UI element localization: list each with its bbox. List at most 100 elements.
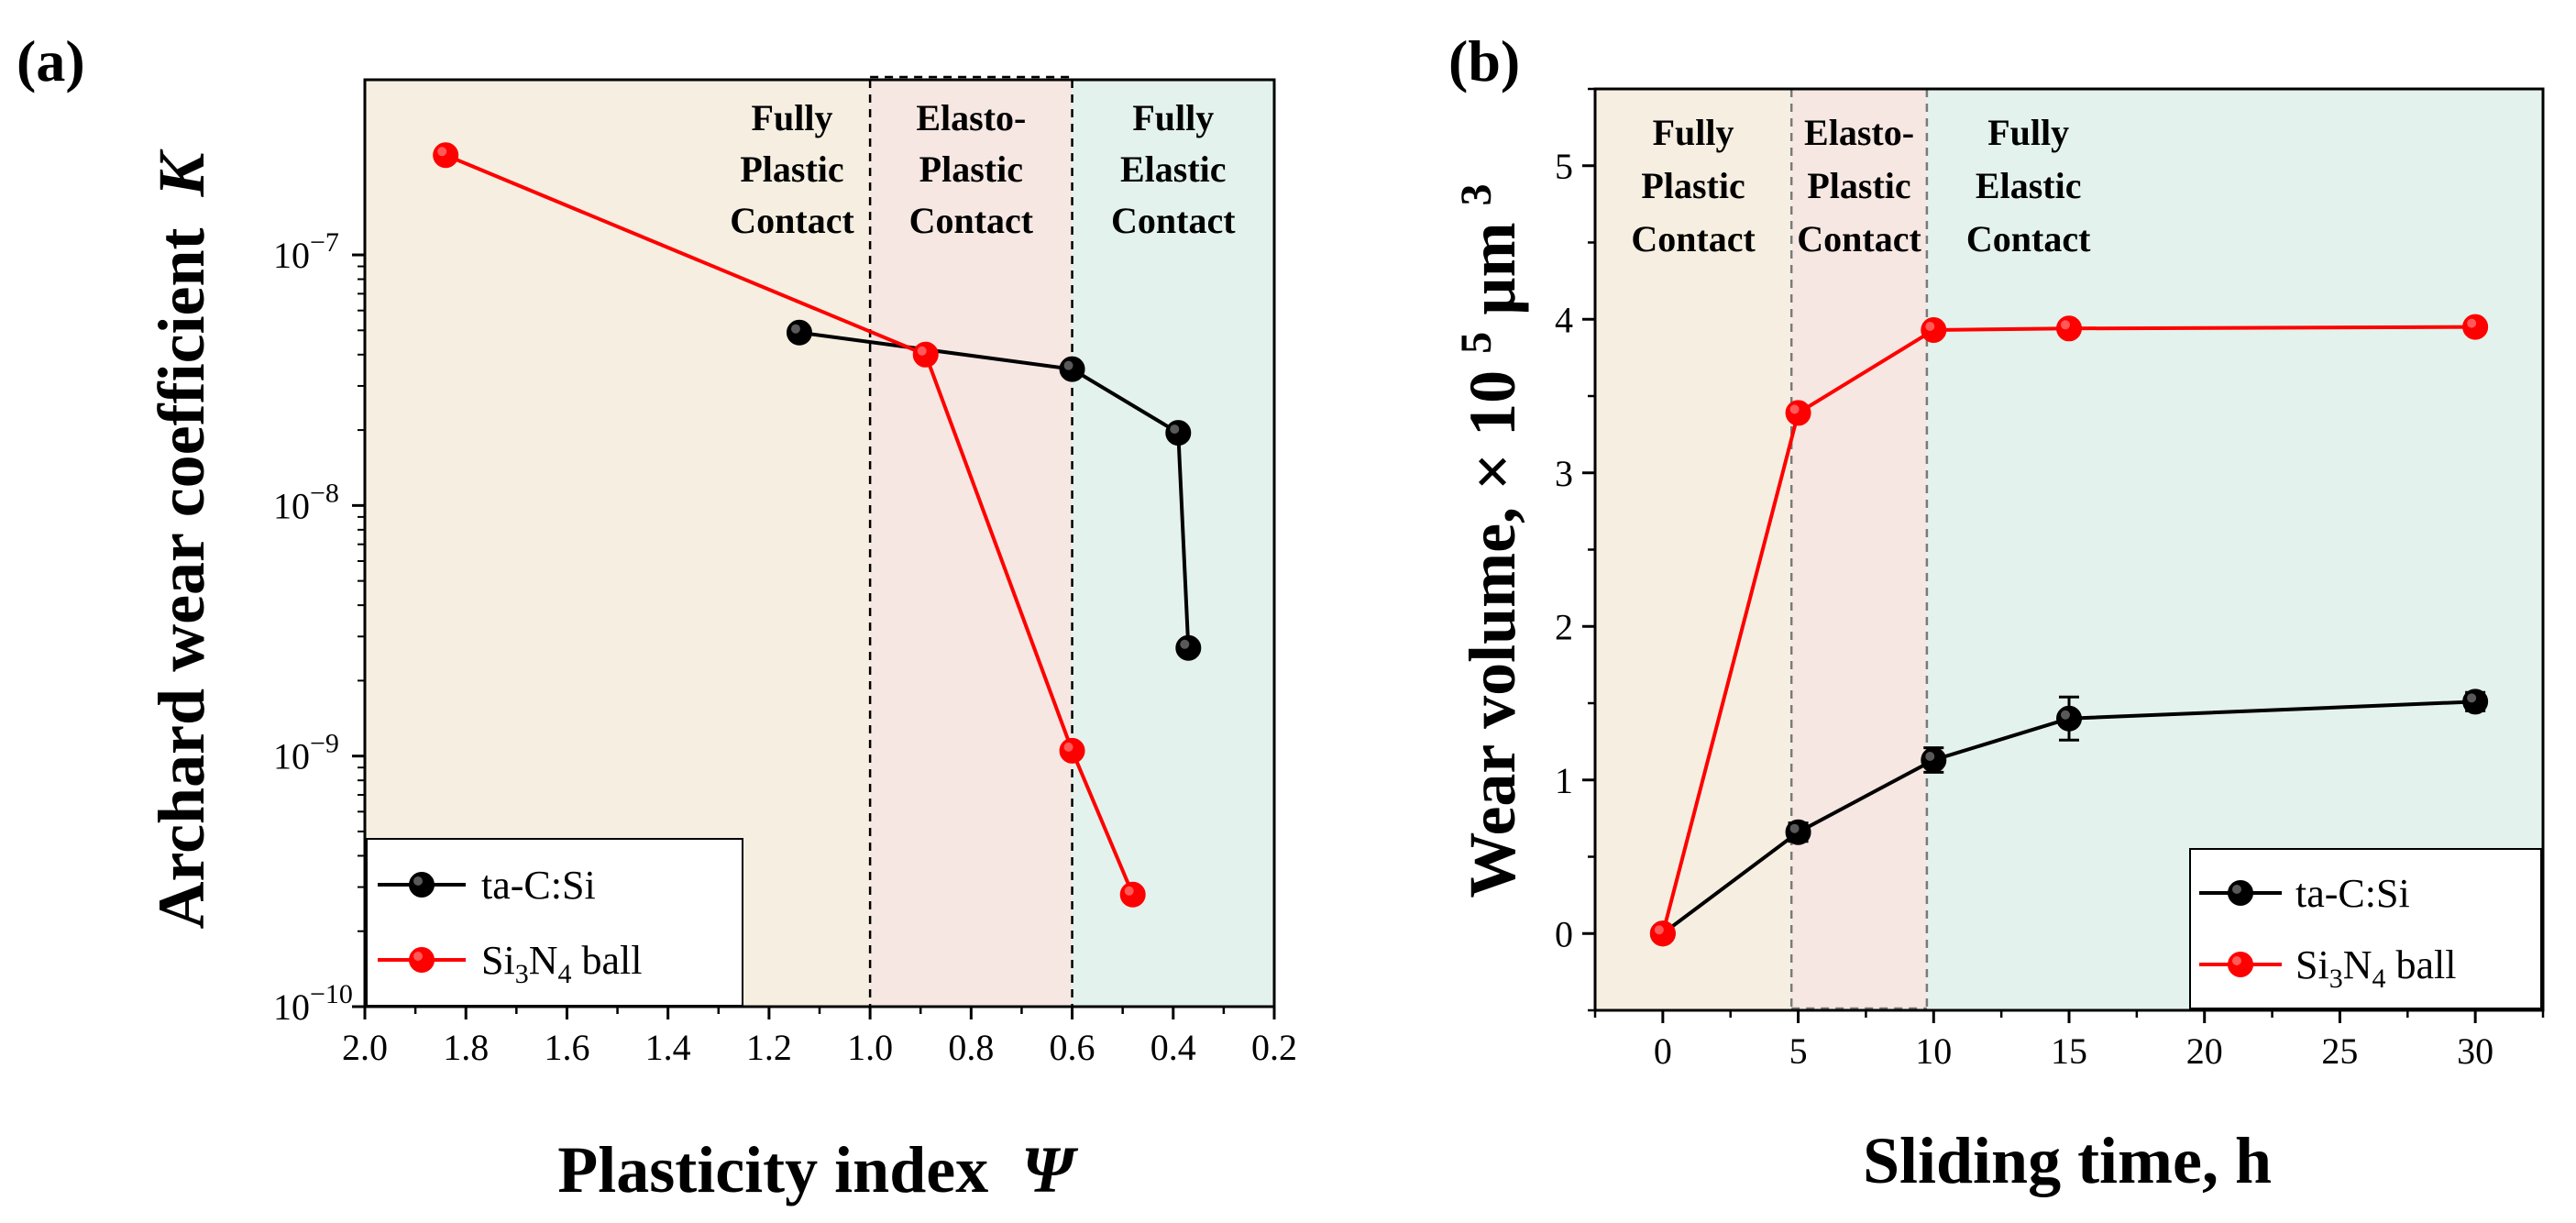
panel-b-data-point xyxy=(1785,400,1811,426)
panel-b-legend-label-part: N xyxy=(2343,942,2372,987)
panel-b-y-axis-title-unit: µm xyxy=(1456,222,1529,314)
panel-a-legend-item-0: ta-C:Si xyxy=(378,863,596,908)
panel-a-legend: ta-C:Si Si3N4 ball xyxy=(366,838,743,1007)
panel-b-legend-label: ta-C:Si xyxy=(2295,871,2410,916)
panel-a-region-1 xyxy=(870,80,1073,1007)
panel-b-label: (b) xyxy=(1448,28,1520,94)
panel-a-series-1 xyxy=(433,142,1146,908)
panel-a-region-label-line: Fully xyxy=(1132,97,1214,138)
panel-a-region-2 xyxy=(1072,80,1274,1007)
panel-b-x-tick-label: 30 xyxy=(2457,1030,2493,1072)
panel-b-legend-label-part: ball xyxy=(2385,942,2456,987)
panel-a-axes: 2.0 1.8 1.6 1.4 1.2 1.0 0.8 0.6 0.4 0.210−710−810… xyxy=(273,78,1297,1068)
panel-b-y-tick-label: 4 xyxy=(1555,299,1573,340)
panel-a-region-label-line: Plastic xyxy=(740,149,843,190)
panel-b-region-label-2: Fully Elastic Contact xyxy=(1966,112,2091,259)
panel-b-region-1 xyxy=(1791,89,1927,1010)
panel-b-legend-marker xyxy=(2228,880,2253,906)
panel-a-legend-label-part: Si xyxy=(481,938,515,983)
panel-a-y-tick-exponent: −7 xyxy=(310,227,339,258)
panel-b-region-label-0: Fully Plastic Contact xyxy=(1631,112,1756,259)
panel-a-legend-label-part: 4 xyxy=(557,959,571,989)
panel-b-x-tick-label: 20 xyxy=(2186,1030,2223,1072)
panel-b-region-label-line: Fully xyxy=(1987,112,2069,153)
panel-a-x-tick-label: 1.0 xyxy=(847,1027,893,1068)
panel-a-y-tick-label: 10 xyxy=(273,986,310,1028)
panel-a-region-label-2: Fully Elastic Contact xyxy=(1111,97,1236,241)
panel-b-y-axis-title: Wear volume, × 10 5 µm 3 xyxy=(1432,183,1529,898)
panel-a-x-tick-label: 0.2 xyxy=(1251,1027,1297,1068)
panel-a-x-axis-title: Plasticity index Ψ xyxy=(557,1133,1078,1206)
panel-a-label: (a) xyxy=(17,28,85,94)
panel-a-legend-label-part: 3 xyxy=(515,959,529,989)
panel-b-region-label-line: Contact xyxy=(1631,218,1756,259)
panel-b-data-point xyxy=(2462,689,2489,715)
panel-a-y-tick-label: 10 xyxy=(273,485,310,526)
panel-a-x-tick-label: 1.2 xyxy=(746,1027,792,1068)
panel-b-region-label-line: Contact xyxy=(1797,218,1921,259)
panel-a-y-axis-symbol: K xyxy=(145,148,218,197)
panel-a-y-axis-title: Archard wear coefficient K xyxy=(145,148,218,929)
panel-a-data-point xyxy=(1175,634,1202,661)
panel-b-region-label-line: Contact xyxy=(1966,218,2091,259)
panel-a-legend-label-part: N xyxy=(529,938,558,983)
panel-b-y-tick-label: 5 xyxy=(1555,146,1573,187)
panel-a-data-point xyxy=(433,142,459,169)
panel-b-region-label-line: Elasto- xyxy=(1804,112,1914,153)
panel-a-x-tick-label: 0.6 xyxy=(1050,1027,1095,1068)
panel-a-x-axis-title-text: Plasticity index xyxy=(557,1133,988,1206)
panel-a-x-tick-label: 1.4 xyxy=(645,1027,691,1068)
panel-b-region-label-line: Plastic xyxy=(1641,165,1745,206)
panel-b-x-tick-label: 10 xyxy=(1915,1030,1952,1072)
panel-b-y-tick-label: 0 xyxy=(1555,913,1573,954)
panel-a-x-tick-label: 0.8 xyxy=(948,1027,994,1068)
panel-a-series xyxy=(433,142,1202,908)
panel-a-data-point xyxy=(1059,737,1085,764)
panel-b-y-axis-title-main: Wear volume, × 10 xyxy=(1456,370,1529,898)
panel-a-x-tick-label: 0.4 xyxy=(1150,1027,1196,1068)
panel-b-x-tick-label: 25 xyxy=(2321,1030,2358,1072)
panel-b-legend-item-0: ta-C:Si xyxy=(2199,871,2410,916)
panel-a-data-point xyxy=(1119,881,1146,908)
panel-b-data-point xyxy=(2056,315,2082,342)
panel-a-region-label-line: Elastic xyxy=(1120,149,1227,190)
panel-a-legend-box xyxy=(366,838,743,1007)
panel-b-y-tick-label: 1 xyxy=(1555,760,1573,801)
panel-a-region-label-line: Contact xyxy=(730,200,854,241)
panel-a-y-tick-label: 10 xyxy=(273,736,310,777)
panel-b-legend-label: Si3N4 ball xyxy=(2295,942,2456,994)
panel-b-y-tick-label: 3 xyxy=(1555,453,1573,494)
panel-a-y-tick-exponent: −8 xyxy=(310,478,339,508)
panel-a-y-axis-title-text: Archard wear coefficient xyxy=(145,227,218,929)
panel-a-region-label-line: Contact xyxy=(909,200,1034,241)
panel-a-region-labels: Fully Plastic Contact Elasto- Plastic Contact… xyxy=(730,97,1236,241)
panel-b-data-point xyxy=(1921,746,1947,773)
panel-a-region-label-line: Elasto- xyxy=(916,97,1026,138)
panel-a-legend-item-1: Si3N4 ball xyxy=(378,938,642,989)
panel-b-legend-label-part: 4 xyxy=(2372,964,2385,994)
panel-b-legend: ta-C:Si Si3N4 ball xyxy=(2189,848,2542,1009)
panel-a-legend-label: ta-C:Si xyxy=(481,863,596,908)
panel-a-region-label-line: Plastic xyxy=(919,149,1023,190)
panel-a-region-label-line: Contact xyxy=(1111,200,1236,241)
panel-a-x-axis-symbol: Ψ xyxy=(1021,1133,1078,1206)
panel-a-data-point xyxy=(786,319,812,346)
panel-a-chart: Fully Plastic Contact Elasto- Plastic Contact… xyxy=(17,28,1297,1206)
panel-a-series-line xyxy=(445,153,1135,896)
panel-b-region-0 xyxy=(1595,89,1792,1010)
panel-b-series-1 xyxy=(1649,314,2489,947)
panel-b-y-tick-label: 2 xyxy=(1555,606,1573,647)
panel-a-legend-marker xyxy=(409,947,435,973)
panel-b-legend-marker xyxy=(2228,952,2253,977)
panel-a-legend-marker xyxy=(409,872,435,898)
panel-a-x-tick-label: 2.0 xyxy=(342,1027,388,1068)
panel-a-legend-label: Si3N4 ball xyxy=(481,938,642,989)
panel-a-region-label-line: Fully xyxy=(752,97,833,138)
panel-a-x-tick-label: 1.8 xyxy=(443,1027,489,1068)
panel-b-series xyxy=(1649,314,2489,947)
panel-b-data-point xyxy=(1649,920,1676,947)
panel-b-region-label-line: Elastic xyxy=(1976,165,2082,206)
panel-b-x-tick-label: 5 xyxy=(1789,1030,1808,1072)
panel-b-x-tick-label: 15 xyxy=(2051,1030,2087,1072)
